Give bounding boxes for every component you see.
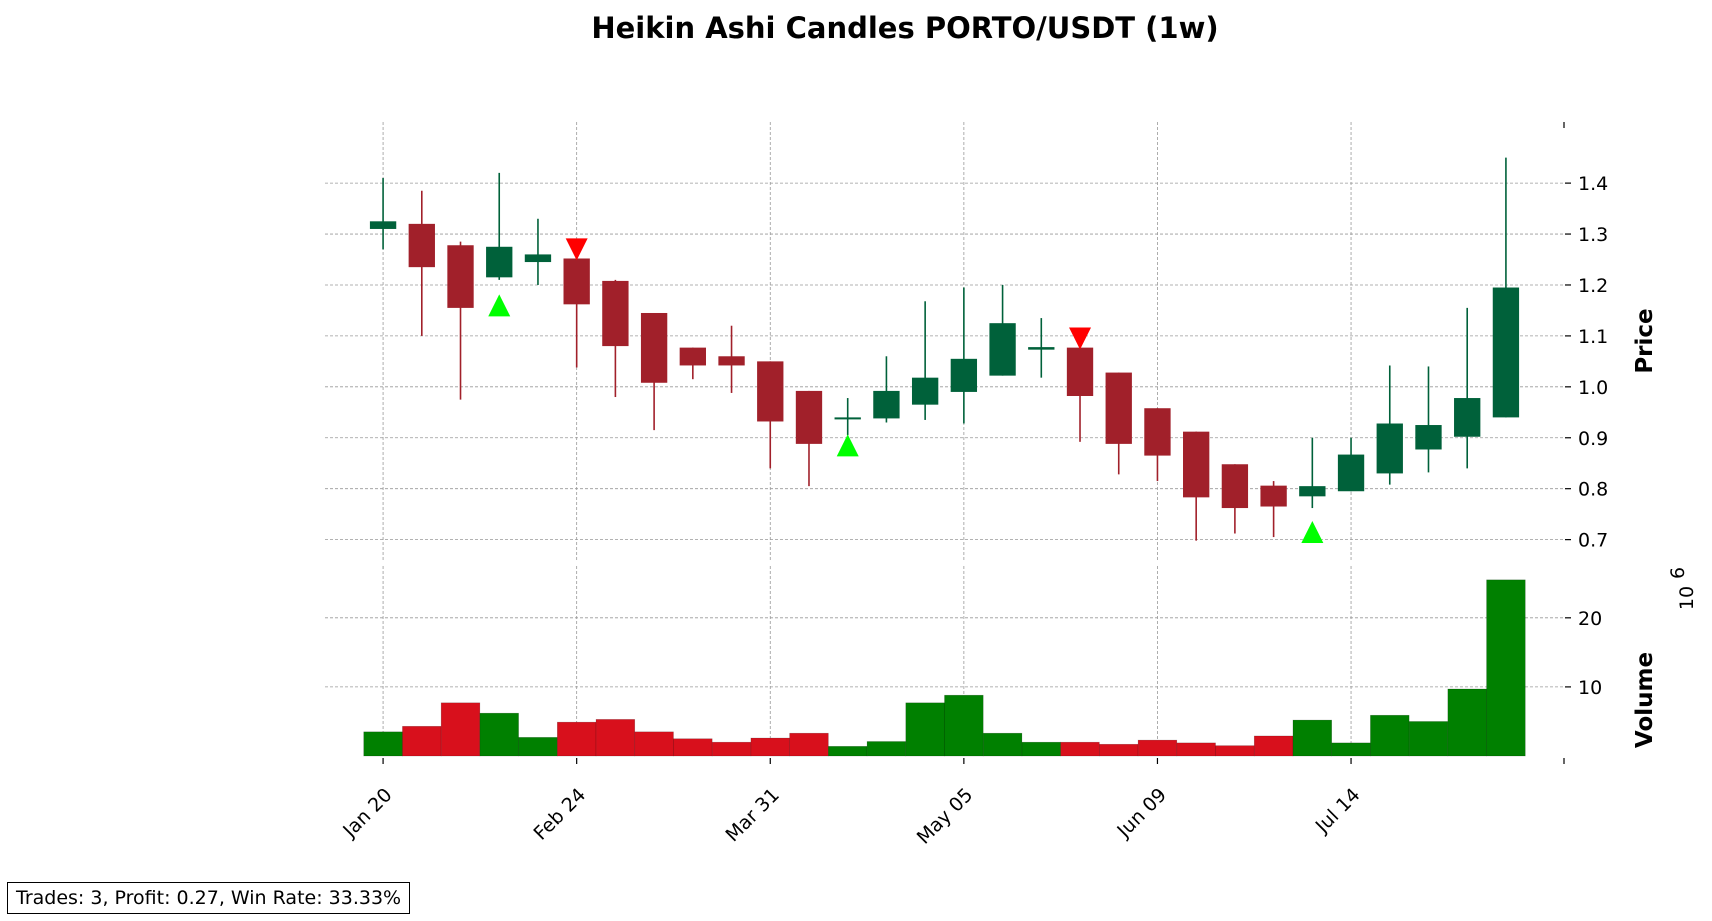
x-axis: Jan 20 Feb 24 Mar 31 May 05 Jun 09 Jul 14 [338,758,1565,849]
candle-body [1183,431,1210,498]
candle-body [1221,464,1249,509]
x-tick-label: Jan 20 [338,784,396,842]
price-tick-label: 1.0 [1578,377,1608,399]
candle-body [757,361,784,422]
candle-body [408,223,435,268]
candle-body [563,258,590,305]
volume-bar [1137,739,1178,757]
volume-axis-label: Volume [1632,652,1658,748]
candle-body [1066,347,1094,397]
candle-body [1028,347,1055,350]
price-tick-label: 1.4 [1578,173,1608,195]
candle-body [1299,486,1326,497]
volume-bar [1215,745,1255,757]
volume-bar [711,741,752,757]
candle-body [718,356,745,366]
price-tick-label: 1.3 [1578,224,1608,246]
volume-bar [402,725,442,757]
sell-signal-marker [1069,327,1092,350]
volume-bar [866,741,907,757]
candle-body [679,347,706,366]
volume-bar [828,746,868,757]
candle-body [369,221,397,229]
candle-body [1260,485,1287,507]
buy-signal-marker [1301,520,1324,543]
candle-body [602,280,629,347]
candle-body [1337,454,1365,492]
price-panel: 0.7 0.8 0.9 1.0 1.1 1.2 1.3 1.4 Price [325,122,1658,560]
volume-bar [1447,688,1487,757]
volume-bar [363,731,403,757]
price-tick-label: 0.7 [1578,530,1608,552]
volume-bar [1370,714,1410,757]
volume-bar [1060,741,1100,757]
x-tick-label: Jun 09 [1112,784,1171,843]
volume-bar [1253,735,1294,757]
price-axis-label: Price [1632,308,1658,373]
volume-bar [789,732,829,757]
x-tick-label: Feb 24 [529,784,590,845]
volume-bar [1292,719,1332,757]
volume-bar [982,732,1023,757]
candle-body [640,312,668,383]
volume-multiplier: 10 [1676,586,1698,610]
sell-signal-marker [565,238,588,261]
candle-body [1454,398,1481,437]
candle-body [989,323,1016,376]
price-tick-label: 1.2 [1578,275,1608,297]
volume-bar [557,721,597,757]
volume-tick-label: 10 [1578,677,1602,699]
volume-bar [750,737,790,757]
price-tick-label: 0.8 [1578,479,1608,501]
candle-body [1415,425,1442,450]
volume-bar [1331,742,1371,757]
x-tick-label: Mar 31 [722,784,784,846]
candle-body [447,245,474,308]
candle-body [950,358,978,392]
volume-bar [673,738,713,757]
candle-body [1376,423,1403,474]
candle-body [1144,408,1171,456]
candle-body [834,417,861,420]
volume-bar [518,737,558,757]
volume-bar [440,702,481,757]
volume-bar [1021,741,1061,757]
volume-bar [634,731,674,757]
buy-signal-marker [488,294,511,317]
volume-bar [595,719,636,757]
volume-bar [1408,721,1449,757]
volume-panel: 10 20 Volume 10 6 [325,566,1698,757]
chart-title: Heikin Ashi Candles PORTO/USDT (1w) [591,11,1218,45]
candle-body [486,246,513,278]
candle-body [1105,372,1132,444]
volume-bar [1486,579,1526,757]
volume-tick-label: 20 [1578,608,1602,630]
candle-body [1492,287,1520,418]
volume-bar [1099,743,1139,757]
buy-signal-marker [836,434,859,457]
trade-stats-box: Trades: 3, Profit: 0.27, Win Rate: 33.33… [7,882,411,914]
x-tick-label: May 05 [913,784,978,849]
volume-bar [1176,742,1216,757]
candle-body [911,377,939,405]
volume-bar [944,694,984,757]
candle-body [795,390,823,444]
price-tick-label: 1.1 [1578,326,1608,348]
candle-body [524,254,552,263]
volume-bar [479,712,519,757]
volume-bar [905,702,945,757]
candle-body [873,390,900,419]
x-tick-label: Jul 14 [1311,784,1365,838]
volume-multiplier-exp: 6 [1667,567,1689,579]
price-tick-label: 0.9 [1578,428,1608,450]
